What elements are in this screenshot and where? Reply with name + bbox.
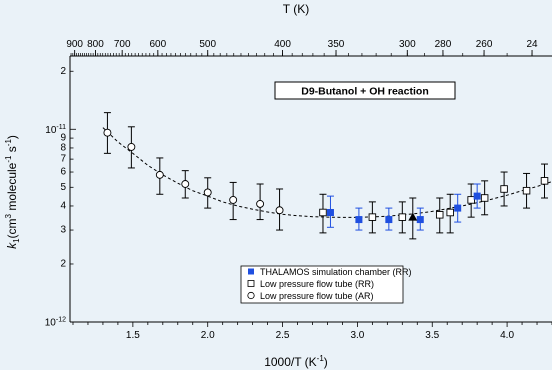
legend-label-thalamos: THALAMOS simulation chamber (RR) [260, 267, 412, 277]
y-axis-title-sup-a: -1 [4, 155, 13, 163]
data-point-flow-tube-ar [155, 170, 164, 179]
y-axis-title-mid: molecule [5, 162, 19, 214]
top-tick-label: 280 [435, 39, 452, 50]
data-point-flow-tube-ar [127, 142, 136, 151]
data-point-thalamos [355, 216, 363, 224]
y-major-tick-label: 10-12 [45, 317, 66, 329]
top-tick-label: 260 [476, 39, 493, 50]
fit-curve [102, 127, 552, 218]
data-point-flow-tube-rr [467, 196, 475, 204]
data-point-flow-tube-ar [181, 180, 190, 188]
top-tick-label: 500 [199, 39, 216, 50]
y-major-tick-label: 10-11 [45, 124, 66, 136]
y-axis-title-sup3: 3 [4, 213, 13, 218]
data-point-flow-tube-rr [522, 186, 531, 195]
y-minor-tick-label: 4 [60, 200, 66, 211]
top-tick-label: 350 [328, 39, 345, 50]
y-minor-tick-label: 9 [60, 133, 66, 144]
data-point-triangle [408, 212, 418, 221]
x-tick-label: 4.0 [500, 330, 514, 341]
legend-frame [240, 265, 404, 304]
y-minor-tick-label: 3 [60, 225, 66, 236]
data-point-flow-tube-rr [398, 213, 407, 221]
data-point-flow-tube-rr [368, 213, 377, 221]
x-tick-label: 2.5 [276, 330, 290, 341]
annotation-frame [274, 81, 456, 100]
x-axis-title-main: 1000/T (K [264, 355, 316, 369]
data-point-thalamos [416, 216, 424, 224]
y-major-tick-mantissa: 10 [45, 318, 57, 329]
y-major-tick-exponent: -11 [56, 124, 66, 131]
y-minor-tick-label: 2 [60, 258, 66, 269]
y-minor-tick-label: 5 [60, 182, 66, 193]
data-point-thalamos [326, 208, 334, 216]
data-point-flow-tube-ar [275, 206, 284, 215]
y-minor-tick-label: 7 [60, 154, 66, 165]
top-tick-label: 700 [114, 39, 131, 50]
y-minor-tick-label: 6 [60, 167, 66, 178]
data-point-flow-tube-rr [319, 208, 327, 217]
x-axis-title: 1000/T (K-1) [264, 354, 328, 369]
top-tick-label: 900 [66, 39, 83, 50]
y-minor-tick-label: 2 [60, 66, 66, 77]
top-tick-label: 400 [274, 39, 291, 50]
y-axis-title-sup-b: -1 [4, 139, 13, 147]
data-point-thalamos [454, 204, 462, 212]
data-point-flow-tube-rr [480, 194, 489, 202]
y-major-tick-mantissa: 10 [45, 125, 57, 136]
x-tick-label: 3.5 [425, 330, 439, 341]
data-point-flow-tube-ar [256, 199, 265, 208]
y-minor-tick-label: 8 [60, 142, 66, 153]
legend-marker-flow-tube-ar [247, 291, 255, 300]
y-axis-title-close: ) [5, 135, 19, 139]
x-axis-title-sup: -1 [317, 354, 325, 363]
y-axis-title-sub: 1 [12, 238, 21, 243]
legend-marker-thalamos [248, 268, 254, 275]
data-point-thalamos [385, 216, 393, 224]
data-point-flow-tube-rr [540, 177, 549, 185]
x-tick-label: 2.0 [201, 330, 215, 341]
y-axis-title-s: s [5, 146, 19, 155]
y-axis-title-unit: (cm [5, 218, 19, 238]
x-tick-label: 3.0 [350, 330, 364, 341]
x-axis-title-close: ) [324, 355, 328, 369]
data-point-flow-tube-rr [435, 211, 444, 219]
top-tick-label: 300 [399, 39, 416, 50]
y-axis-title-k: k [5, 242, 19, 249]
y-major-tick-exponent: -12 [56, 317, 66, 324]
top-tick-label: 600 [149, 39, 166, 50]
legend-marker-flow-tube-rr [247, 280, 255, 287]
top-axis-title: T (K) [283, 2, 309, 16]
data-point-flow-tube-rr [500, 185, 508, 193]
data-point-flow-tube-ar [229, 195, 238, 204]
legend-label-flow-tube-rr: Low pressure flow tube (RR) [260, 279, 374, 289]
data-point-flow-tube-ar [203, 188, 212, 197]
data-point-flow-tube-ar [103, 128, 112, 137]
annotation-text: D9-Butanol + OH reaction [301, 86, 428, 98]
x-tick-label: 1.5 [126, 330, 140, 341]
y-axis-title: k1(cm3 molecule-1 s-1) [4, 135, 21, 249]
top-tick-label: 800 [87, 39, 104, 50]
data-point-thalamos [473, 192, 481, 200]
legend-label-flow-tube-ar: Low pressure flow tube (AR) [260, 291, 374, 301]
axes-layer: 1.5 2.0 2.5 3.0 3.5 4.0 900 800 700 600 500 400 350 3… [45, 39, 552, 341]
legend: THALAMOS simulation chamber (RR) Low pre… [240, 265, 412, 304]
top-tick-label: 24 [526, 39, 538, 50]
annotation-box: D9-Butanol + OH reaction [274, 81, 456, 100]
data-point-flow-tube-rr [446, 208, 454, 217]
plot-layer [102, 112, 552, 240]
